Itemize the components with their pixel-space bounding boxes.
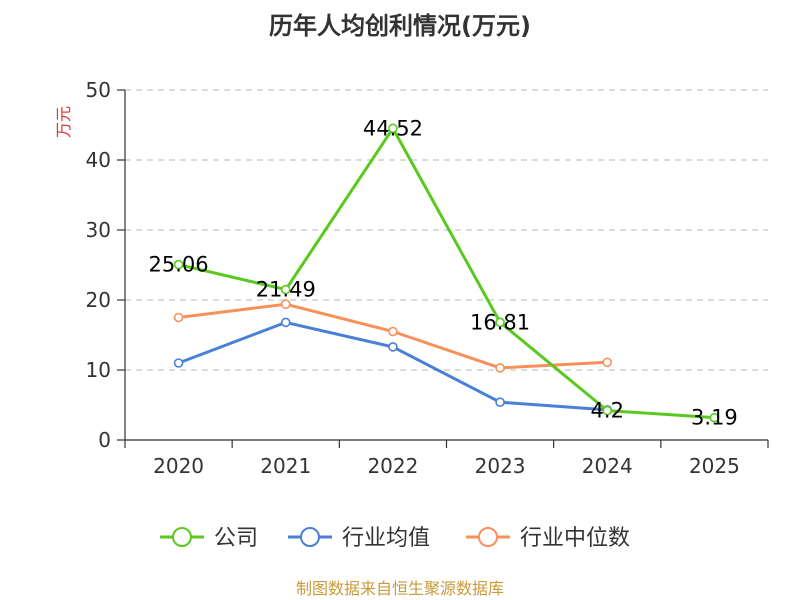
legend-marker [300,527,320,547]
data-label: 44.52 [363,116,423,140]
data-point [280,317,291,328]
y-tick-label: 10 [86,358,111,382]
chart-title: 历年人均创利情况(万元) [269,12,531,40]
series-line [178,126,715,420]
x-tick-label: 2020 [153,454,204,478]
data-point [709,412,720,423]
data-point [388,123,398,134]
series-2 [173,299,613,373]
legend-marker [172,527,192,547]
data-point [388,326,398,337]
x-tick-label: 2023 [475,454,526,478]
data-point [280,284,291,295]
data-point [388,342,398,352]
data-point [173,259,184,270]
y-tick-label: 40 [86,148,111,172]
legend-label: 公司 [214,526,258,551]
y-axis-label: 万元 [54,106,73,138]
x-tick-label: 2022 [367,454,418,478]
y-tick-label: 50 [86,78,111,102]
source-note: 制图数据来自恒生聚源数据库 [296,579,504,598]
legend-marker [478,527,498,547]
data-point [495,363,505,373]
axes: 0 10 20 30 40 50 2020 2021 2022 2023 2024 2025 [86,78,769,478]
legend-item: 公司 [160,526,258,551]
data-point [602,405,613,416]
data-label: 3.19 [691,406,738,430]
series-layer [173,123,720,423]
data-point [173,358,184,368]
data-point [495,317,505,328]
data-point [602,357,613,368]
data-point [495,397,505,408]
data-label: 25.06 [149,253,209,277]
x-tick-label: 2024 [582,454,633,478]
data-point [280,299,291,310]
series-0 [173,123,720,423]
x-tick-label: 2021 [260,454,311,478]
y-tick-label: 30 [86,218,111,242]
y-tick-label: 20 [86,288,111,312]
x-tick-label: 2025 [689,454,740,478]
legend-item: 行业均值 [288,526,430,551]
data-label: 16.81 [470,310,530,334]
data-point [173,312,184,323]
data-label: 21.49 [256,278,316,302]
legend-label: 行业中位数 [520,526,630,551]
y-tick-label: 0 [98,428,111,452]
data-labels: 25.06 21.49 44.52 16.81 4.2 3.19 [149,116,738,429]
data-label: 4.2 [591,399,624,423]
legend-item: 行业中位数 [466,526,630,551]
grid-lines [125,89,768,371]
legend-label: 行业均值 [342,526,430,551]
legend: 公司 行业均值 行业中位数 [160,526,630,551]
